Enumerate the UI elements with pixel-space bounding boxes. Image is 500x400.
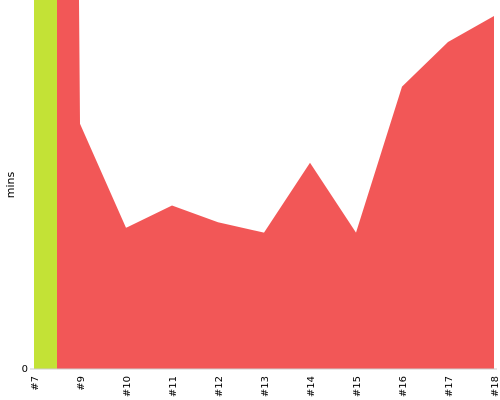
x-tick-label: #10 xyxy=(122,376,133,397)
area-series xyxy=(57,0,494,369)
x-tick-label: #13 xyxy=(260,376,271,397)
x-tick-label: #18 xyxy=(490,376,500,397)
x-tick-labels: #7 #9 #10 #11 #12 #13 #14 #15 #16 #17 #18 xyxy=(30,376,500,397)
x-tick-label: #14 xyxy=(306,376,317,397)
x-tick-label: #16 xyxy=(398,376,409,397)
plot-area xyxy=(34,0,494,369)
marker-bar xyxy=(34,0,57,369)
x-tick-label: #11 xyxy=(168,376,179,397)
x-tick-label: #7 xyxy=(30,376,41,391)
x-tick-label: #15 xyxy=(352,376,363,397)
x-tick-label: #9 xyxy=(76,376,87,391)
x-tick-label: #17 xyxy=(444,376,455,397)
x-tick-label: #12 xyxy=(214,376,225,397)
y-tick-label: 0 xyxy=(22,364,28,375)
y-axis-title: mins xyxy=(4,171,17,198)
